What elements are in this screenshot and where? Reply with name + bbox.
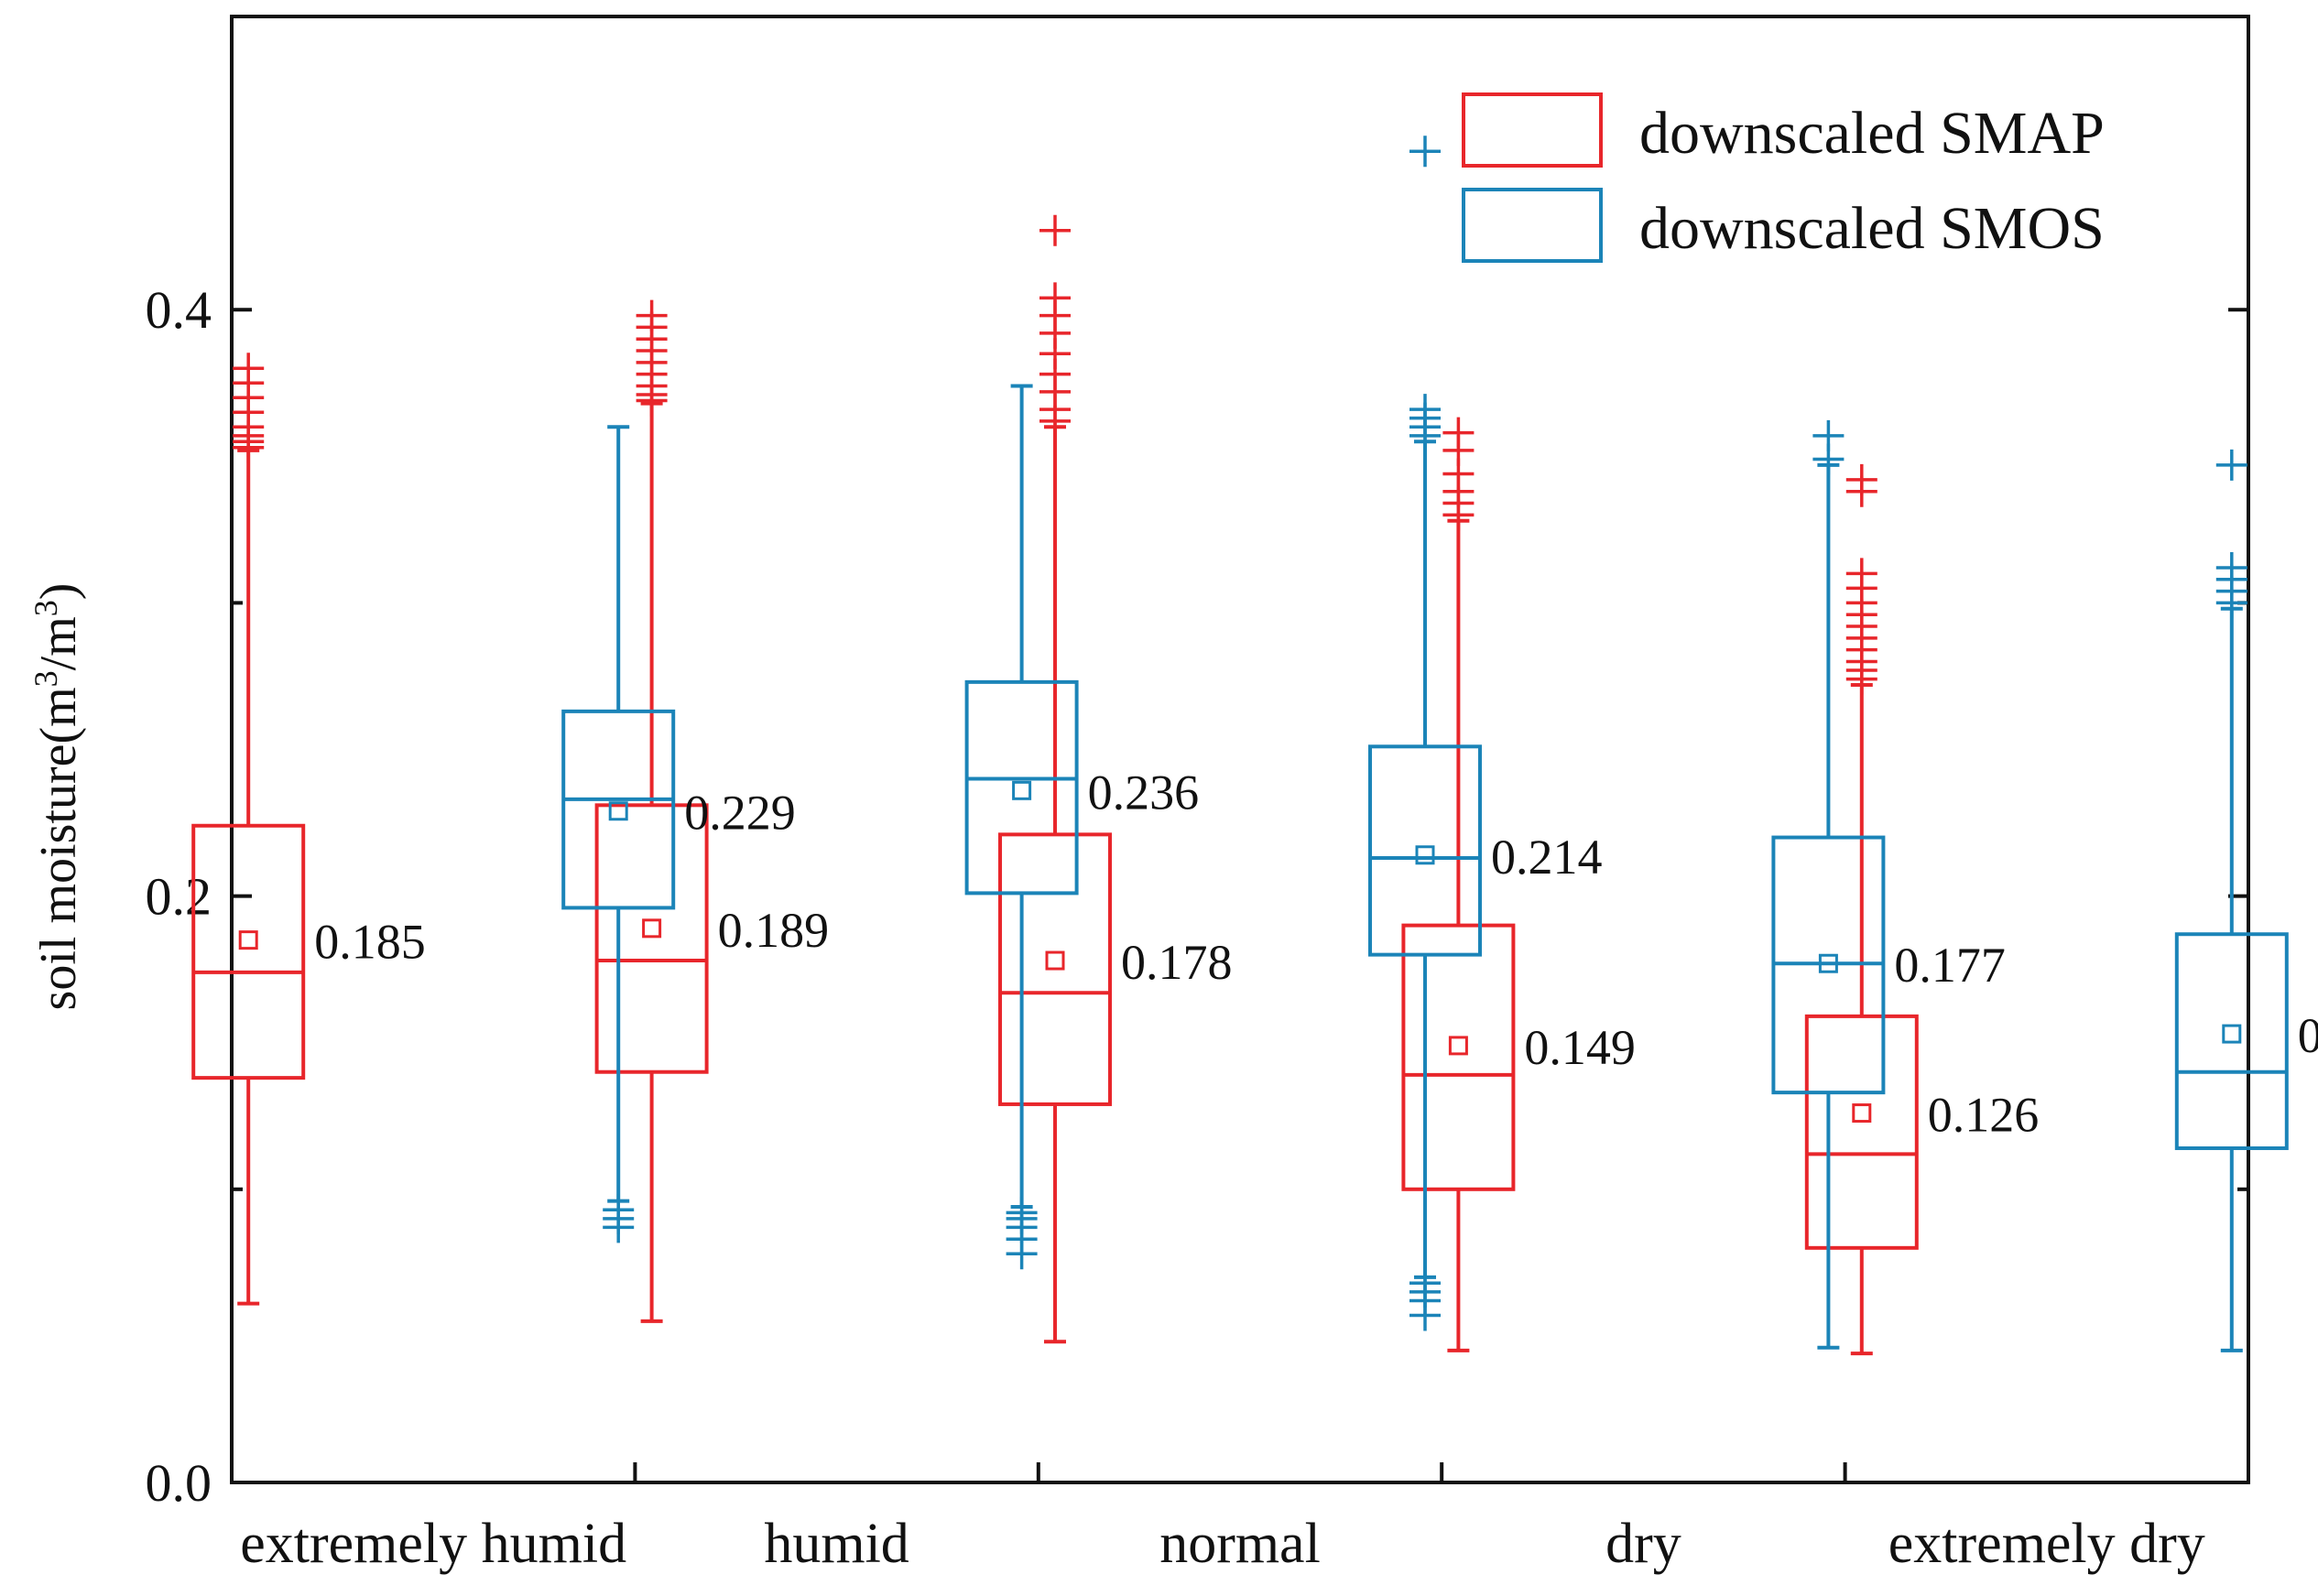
x-category-label: humid [764, 1513, 909, 1575]
outlier-marker [233, 353, 265, 385]
iqr-box [964, 679, 1079, 896]
mean-marker [238, 930, 258, 950]
plot-border [230, 15, 2250, 1484]
outlier-marker [2215, 551, 2247, 583]
iqr-box [2174, 932, 2289, 1150]
mean-label: 0.177 [1894, 938, 2006, 993]
box-group: 0.236 [964, 384, 1200, 1270]
y-axis: 0.0 0.2 0.4 [146, 280, 2248, 1513]
mean-marker [1818, 953, 1838, 973]
outlier-marker [1812, 419, 1845, 451]
plot-frame [230, 15, 2250, 1484]
legend-label-smap: downscaled SMAP [1639, 100, 2105, 167]
outlier-marker [1039, 282, 1071, 314]
outlier-marker [603, 1194, 635, 1226]
x-category-label: normal [1159, 1513, 1321, 1575]
outlier-marker [1409, 1267, 1441, 1299]
iqr-box [998, 832, 1112, 1106]
x-category-label: extremely dry [1888, 1513, 2205, 1575]
mean-label: 0.153 [2298, 1008, 2318, 1063]
mean-marker [642, 918, 662, 939]
box-series: 0.185 0.189 0.178 0.149 0.126 0.229 0.236 0.214… [191, 136, 2318, 1356]
iqr-box [191, 823, 306, 1080]
box-group: 0.214 [1368, 136, 1603, 1331]
outlier-marker [1845, 558, 1877, 590]
box-group: 0.189 [594, 299, 830, 1323]
y-axis-label-mid: /m [30, 616, 87, 670]
box-group: 0.185 [191, 353, 426, 1306]
mean-label: 0.236 [1088, 765, 1200, 820]
outlier-marker [1006, 1197, 1038, 1229]
iqr-box [561, 709, 676, 910]
outlier-marker [1442, 417, 1475, 449]
mean-label: 0.178 [1121, 935, 1233, 990]
outlier-marker [1039, 214, 1071, 246]
box-group: 0.178 [998, 214, 1233, 1344]
mean-label: 0.189 [718, 903, 830, 958]
outlier-marker [1845, 463, 1877, 495]
outlier-marker [2215, 449, 2247, 481]
x-category-label: dry [1605, 1513, 1681, 1575]
x-axis: extremely humid humid normal dry extremely d… [240, 1462, 2205, 1575]
box-group: 0.126 [1804, 463, 2040, 1356]
box-group: 0.229 [561, 425, 796, 1243]
outlier-marker [1409, 394, 1441, 426]
legend-swatch-smos [1462, 188, 1603, 263]
mean-marker [2222, 1024, 2242, 1044]
iqr-box [1401, 923, 1516, 1191]
box-group: 0.153 [2174, 449, 2318, 1352]
mean-marker [1852, 1103, 1872, 1124]
mean-label: 0.214 [1491, 830, 1603, 885]
mean-marker [608, 801, 628, 821]
iqr-box [1368, 744, 1482, 957]
outlier-marker [1409, 136, 1441, 168]
y-tick-label: 0.0 [146, 1453, 212, 1513]
y-axis-label-sup2: 3 [27, 600, 64, 616]
x-category-label: extremely humid [240, 1513, 626, 1575]
y-tick-label: 0.4 [146, 280, 212, 340]
y-tick-label: 0.2 [146, 867, 212, 927]
mean-marker [1415, 845, 1435, 865]
mean-marker [1045, 950, 1065, 971]
y-axis-label-sup1: 3 [27, 670, 64, 687]
outlier-marker [636, 299, 668, 331]
box-group: 0.177 [1771, 419, 2006, 1350]
y-axis-label-main: soil moisture(m [30, 687, 87, 1010]
mean-marker [1448, 1036, 1468, 1056]
mean-label: 0.126 [1928, 1088, 2040, 1143]
legend-label-smos: downscaled SMOS [1639, 195, 2105, 262]
iqr-box [594, 803, 709, 1074]
legend-swatch-smap [1462, 92, 1603, 168]
legend: downscaled SMAP downscaled SMOS [1462, 92, 2105, 263]
mean-marker [1012, 780, 1032, 800]
y-axis-label-end: ) [30, 583, 87, 601]
mean-label: 0.185 [314, 915, 426, 970]
mean-label: 0.229 [684, 786, 796, 841]
mean-label: 0.149 [1524, 1020, 1636, 1075]
y-axis-label: soil moisture(m3/m3) [27, 583, 87, 1011]
iqr-box [1804, 1014, 1919, 1250]
